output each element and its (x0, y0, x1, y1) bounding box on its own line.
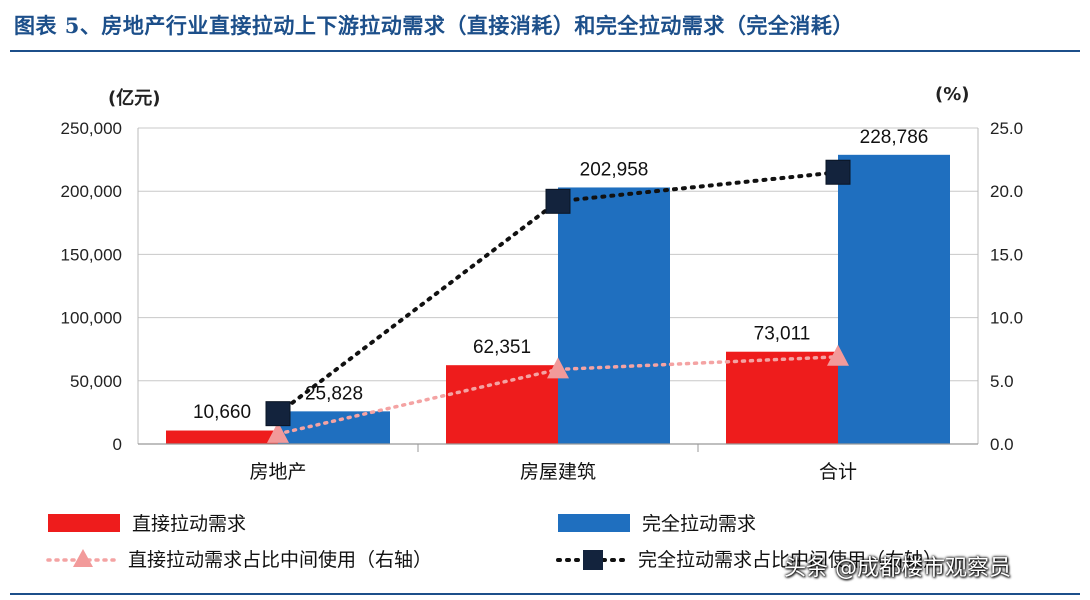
y-right-unit-label: (%) (935, 84, 970, 105)
lines-layer (265, 159, 851, 443)
bar-direct-demand (446, 365, 558, 444)
y-right-tick-label: 5.0 (990, 372, 1014, 391)
data-label-direct: 10,660 (193, 402, 251, 423)
data-label-total: 25,828 (305, 383, 363, 404)
legend-swatch-direct (48, 514, 120, 532)
bar-direct-demand (166, 430, 278, 444)
marker-total-share (825, 159, 851, 185)
marker-direct-share (267, 421, 289, 443)
legend-marker-total-share (583, 550, 603, 570)
bar-direct-demand (726, 351, 838, 444)
legend-label-total-share: 完全拉动需求占比中间使用（右轴） (638, 549, 942, 571)
bottom-divider (10, 593, 1080, 595)
legend-swatch-total (558, 514, 630, 532)
labels-layer: 10,660 25,828 62,351 202,958 73,011 228,786 (193, 127, 928, 423)
data-label-total: 228,786 (860, 127, 929, 148)
legend-label-direct: 直接拉动需求 (132, 513, 246, 535)
y-left-tick-label: 0 (113, 435, 122, 454)
y-left-tick-label: 200,000 (61, 182, 122, 201)
bar-total-demand (278, 411, 390, 444)
x-tick-label: 房屋建筑 (520, 461, 596, 483)
legend-marker-direct-share (73, 549, 93, 567)
marker-total-share (265, 401, 291, 427)
y-right-tick-label: 25.0 (990, 119, 1023, 138)
title-divider (10, 50, 1080, 52)
chart-title: 图表 5、房地产行业直接拉动上下游拉动需求（直接消耗）和完全拉动需求（完全消耗） (14, 13, 854, 38)
marker-direct-share (827, 344, 849, 366)
y-left-tick-label: 250,000 (61, 119, 122, 138)
y-right-tick-label: 0.0 (990, 435, 1014, 454)
data-label-direct: 73,011 (754, 324, 811, 345)
marker-total-share (545, 188, 571, 214)
y-left-tick-label: 50,000 (70, 372, 122, 391)
data-label-total: 202,958 (580, 159, 649, 180)
axis-layer: 0 50,000 100,000 150,000 200,000 250,000 0.0 5.… (61, 84, 1024, 483)
bar-total-demand (838, 154, 950, 444)
y-left-tick-label: 100,000 (61, 309, 122, 328)
y-left-unit-label: (亿元) (108, 87, 160, 109)
y-right-tick-label: 15.0 (990, 245, 1023, 264)
marker-direct-share (547, 357, 569, 379)
y-right-tick-label: 10.0 (990, 309, 1023, 328)
y-left-tick-label: 150,000 (61, 245, 122, 264)
legend-label-total: 完全拉动需求 (642, 513, 756, 535)
data-label-direct: 62,351 (473, 337, 531, 358)
x-tick-label: 合计 (819, 461, 857, 483)
bar-total-demand (558, 187, 670, 444)
watermark: 头条 @成都楼市观察员 (784, 556, 1011, 581)
legend-label-direct-share: 直接拉动需求占比中间使用（右轴） (128, 549, 432, 571)
x-tick-label: 房地产 (249, 461, 306, 483)
y-right-tick-label: 20.0 (990, 182, 1023, 201)
bars-layer (166, 154, 950, 444)
